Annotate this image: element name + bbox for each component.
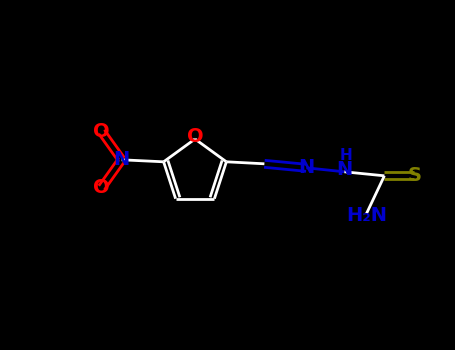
Text: S: S (407, 166, 421, 185)
Text: O: O (187, 127, 203, 147)
Text: N: N (298, 158, 314, 177)
Text: H₂N: H₂N (346, 206, 387, 225)
Text: H: H (340, 148, 353, 163)
Text: O: O (93, 178, 110, 197)
Text: N: N (113, 150, 130, 169)
Text: O: O (93, 122, 110, 141)
Text: N: N (336, 160, 353, 179)
